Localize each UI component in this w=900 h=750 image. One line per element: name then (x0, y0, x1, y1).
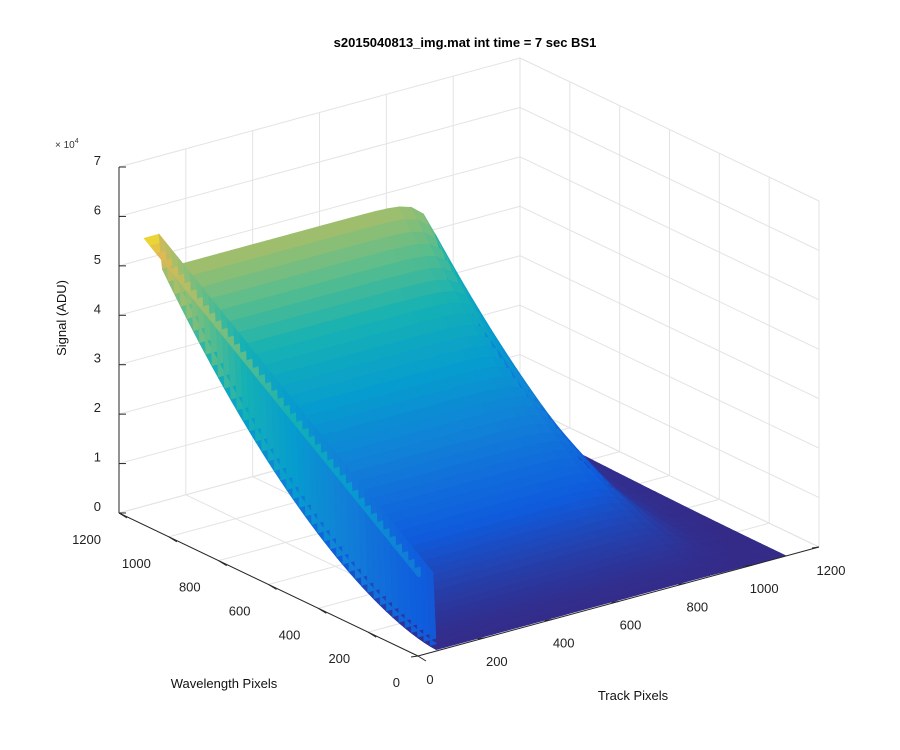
z-tick-label: 3 (94, 351, 101, 366)
chart-title: s2015040813_img.mat int time = 7 sec BS1 (334, 35, 597, 50)
y-tick-label: 800 (179, 580, 201, 595)
x-tick (477, 637, 485, 640)
z-multiplier-exponent: 4 (75, 138, 79, 145)
z-tick-label: 6 (94, 202, 101, 217)
y-tick-label: 400 (279, 627, 301, 642)
z-multiplier: × 104 (55, 138, 79, 151)
x-tick-label: 400 (553, 636, 575, 651)
z-tick-label: 4 (94, 301, 101, 316)
x-tick (410, 655, 419, 658)
y-axis-label: Wavelength Pixels (171, 676, 278, 691)
y-tick (168, 536, 178, 543)
surface-mesh (143, 206, 787, 651)
track-axis-ticks: 0 200 400 600 800 1000 1200 (410, 546, 846, 687)
x-tick-label: 1200 (817, 563, 846, 578)
x-tick-label: 800 (686, 599, 708, 614)
y-tick (367, 631, 377, 638)
x-tick-label: 600 (620, 618, 642, 633)
y-tick-label: 600 (229, 604, 251, 619)
y-tick-label: 1000 (122, 556, 151, 571)
x-tick (544, 619, 552, 622)
z-axis-label: Signal (ADU) (54, 280, 69, 356)
z-tick-label: 2 (94, 400, 101, 415)
wavelength-axis-ticks: 0 200 400 600 800 1000 1200 (72, 512, 427, 690)
z-tick-label: 0 (94, 499, 101, 514)
y-tick-label: 1200 (72, 532, 101, 547)
y-tick (268, 584, 277, 590)
x-tick-label: 1000 (750, 581, 779, 596)
x-tick-label: 0 (426, 672, 433, 687)
x-tick (745, 564, 753, 567)
y-tick-label: 200 (328, 651, 350, 666)
x-tick (611, 601, 619, 603)
x-tick-label: 200 (486, 654, 508, 669)
y-tick (318, 607, 327, 614)
y-tick (118, 512, 128, 519)
signal-axis-ticks: 0 1 2 3 4 5 6 7 (94, 153, 126, 514)
z-tick-label: 5 (94, 252, 101, 267)
z-multiplier-base: × 10 (55, 140, 75, 151)
x-tick (678, 582, 686, 585)
z-tick-label: 7 (94, 153, 101, 168)
y-tick-label: 0 (393, 675, 400, 690)
z-tick-label: 1 (94, 450, 101, 465)
x-tick (811, 546, 820, 549)
x-axis-label: Track Pixels (598, 688, 669, 703)
y-tick (417, 655, 427, 662)
y-tick (218, 560, 227, 567)
